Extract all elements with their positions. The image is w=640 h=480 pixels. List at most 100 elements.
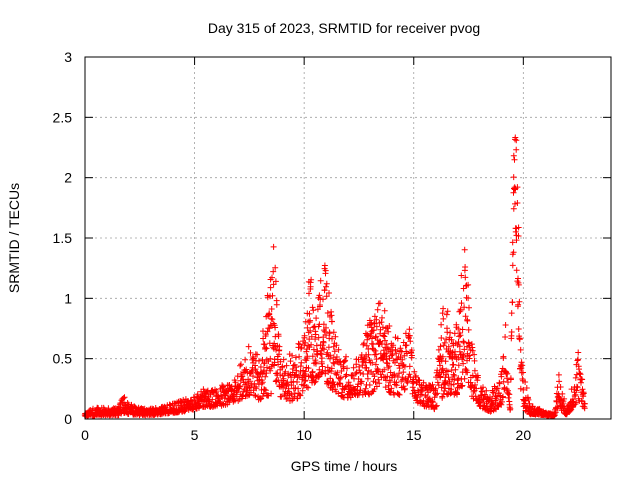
data-point — [309, 353, 316, 360]
data-point — [251, 392, 258, 399]
data-point — [305, 329, 312, 336]
data-point — [332, 333, 339, 340]
data-point — [292, 385, 299, 391]
data-point — [294, 395, 301, 402]
data-point — [494, 393, 500, 400]
data-point — [429, 398, 436, 405]
data-point — [385, 382, 392, 389]
data-point — [445, 374, 452, 381]
data-point — [379, 324, 386, 331]
data-point — [272, 264, 279, 271]
y-tick-label: 2 — [64, 170, 72, 186]
data-point — [374, 306, 381, 313]
data-point — [310, 324, 317, 331]
data-point — [271, 340, 278, 347]
data-point — [288, 382, 295, 389]
y-axis-label: SRMTID / TECUs — [6, 183, 22, 293]
data-point — [313, 360, 319, 367]
data-point — [352, 370, 359, 377]
data-point — [557, 384, 564, 390]
data-point — [217, 399, 224, 406]
data-point — [472, 381, 478, 388]
data-point — [513, 267, 520, 274]
data-point — [320, 338, 327, 345]
data-point — [321, 262, 328, 269]
data-point — [310, 307, 317, 314]
data-point — [455, 339, 462, 345]
data-point — [270, 268, 277, 275]
data-point — [455, 362, 462, 369]
data-point — [388, 385, 395, 392]
data-point — [327, 375, 334, 382]
data-point — [437, 343, 444, 350]
data-point — [567, 407, 574, 414]
data-point — [510, 174, 517, 181]
data-point — [432, 385, 439, 392]
data-point — [314, 351, 321, 358]
data-point — [373, 351, 379, 358]
data-point — [439, 353, 446, 360]
data-point — [304, 324, 311, 331]
data-point — [363, 342, 370, 349]
data-point — [423, 384, 429, 391]
data-point — [350, 364, 357, 371]
data-point — [312, 378, 319, 385]
data-point — [517, 346, 524, 353]
data-point — [357, 369, 364, 376]
data-point — [456, 333, 463, 340]
data-point — [366, 382, 373, 388]
data-point — [311, 379, 318, 386]
data-point — [464, 369, 471, 376]
data-point — [474, 374, 481, 381]
data-point — [253, 385, 260, 392]
data-point — [390, 342, 397, 349]
data-point — [261, 360, 268, 367]
data-point — [323, 332, 330, 339]
data-point — [385, 328, 392, 335]
data-point — [574, 384, 581, 391]
data-point — [579, 376, 586, 383]
data-point — [296, 353, 303, 360]
data-point — [280, 356, 287, 363]
data-point — [382, 344, 389, 351]
data-point — [283, 362, 290, 369]
data-point — [330, 343, 337, 350]
data-point — [471, 367, 478, 374]
data-point — [259, 379, 266, 386]
data-point — [373, 383, 380, 390]
data-point — [580, 389, 587, 396]
data-point — [317, 277, 324, 284]
data-point — [356, 367, 363, 374]
data-point — [304, 353, 311, 360]
data-point — [505, 394, 512, 401]
data-point — [439, 394, 446, 401]
data-point — [572, 374, 579, 381]
data-point — [510, 249, 517, 256]
data-point — [391, 372, 398, 379]
data-point — [267, 355, 274, 362]
data-point — [362, 385, 369, 392]
data-point — [263, 370, 270, 377]
data-point — [371, 373, 378, 380]
data-point — [439, 366, 446, 373]
data-point — [460, 338, 467, 345]
data-point — [369, 335, 375, 342]
data-point — [462, 274, 469, 281]
data-point — [579, 386, 586, 393]
data-point — [357, 387, 364, 394]
data-point — [515, 281, 522, 288]
data-point — [514, 184, 521, 191]
data-point — [400, 339, 407, 346]
data-point — [504, 370, 511, 377]
data-point — [334, 369, 341, 376]
data-point — [506, 401, 513, 408]
data-point — [383, 341, 390, 348]
data-point — [394, 335, 401, 342]
plot-frame — [84, 56, 612, 420]
data-point — [576, 370, 583, 377]
data-point — [401, 385, 408, 392]
data-point — [364, 336, 371, 343]
data-point — [237, 362, 244, 369]
data-point — [471, 357, 478, 364]
data-point — [399, 376, 406, 383]
